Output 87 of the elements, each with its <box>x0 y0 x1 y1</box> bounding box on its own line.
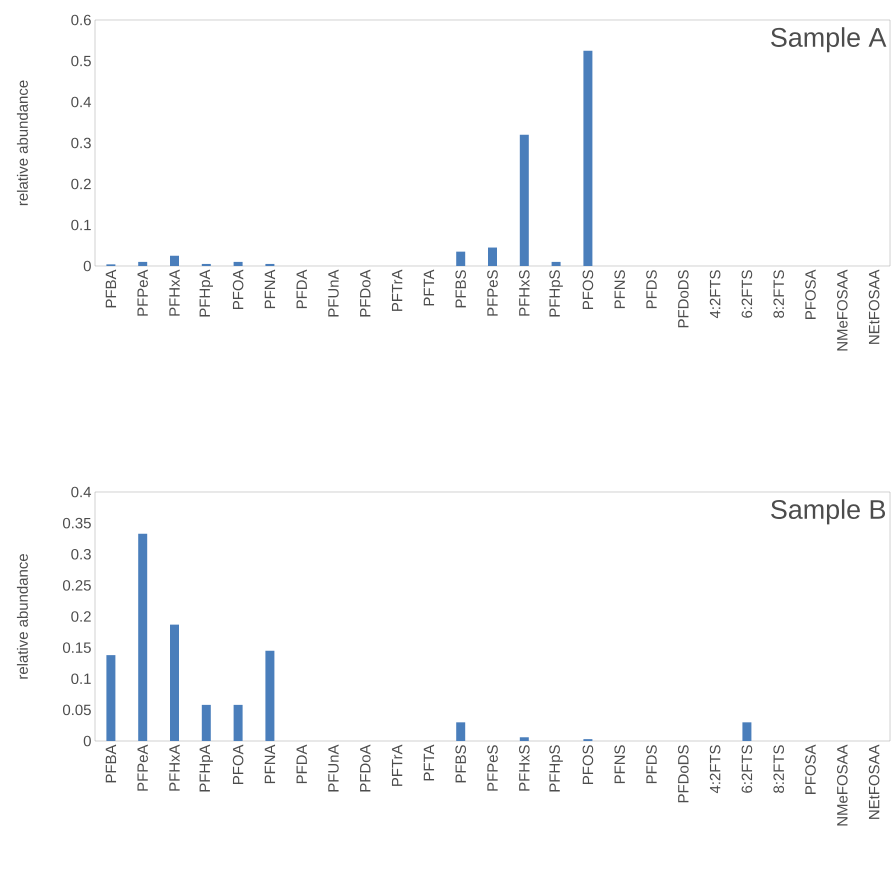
x-tick-label: PFPeS <box>487 270 498 316</box>
y-axis-title: relative abundance <box>16 80 28 206</box>
x-tick-label: PFDA <box>296 270 307 308</box>
y-tick-label: 0.1 <box>71 220 91 230</box>
x-tick-label: NMeFOSAA <box>837 744 848 826</box>
bar <box>456 722 466 741</box>
y-tick-label: 0 <box>84 260 91 272</box>
x-tick-label: PFOS <box>582 745 594 784</box>
bar <box>234 262 243 266</box>
x-tick-label: PFDS <box>646 745 657 784</box>
x-tick-label: PFHpS <box>549 745 563 792</box>
x-tick-label: PFOSA <box>805 744 816 794</box>
bar <box>265 650 274 741</box>
x-tick-label: 4:2FTS <box>710 270 720 318</box>
y-tick-label: 0.5 <box>71 56 91 66</box>
x-tick-label: PFHxA <box>169 744 180 791</box>
x-tick-label: PFPeS <box>487 745 498 791</box>
y-tick-label: 0.15 <box>62 642 91 653</box>
bar <box>202 704 211 741</box>
y-tick-label: 0.2 <box>71 178 91 190</box>
y-tick-label: 0.6 <box>71 14 91 26</box>
bar <box>138 262 148 266</box>
annotation: Sample A <box>771 27 886 52</box>
bar <box>742 722 752 741</box>
x-tick-label: PFHxS <box>519 270 530 316</box>
x-tick-label: NEtFOSAA <box>868 744 880 819</box>
y-tick-label: 0.35 <box>62 518 91 528</box>
x-tick-label: PFDS <box>646 270 657 308</box>
y-tick-label: 0.3 <box>71 548 91 560</box>
y-tick-label: 0.4 <box>71 486 92 498</box>
x-tick-label: PFBA <box>106 744 116 782</box>
x-tick-label: PFOA <box>232 744 244 784</box>
bar <box>520 134 529 266</box>
x-tick-label: PFDA <box>296 744 307 784</box>
bar <box>106 655 116 741</box>
x-tick-label: PFTA <box>424 270 434 306</box>
x-tick-label: PFPeA <box>137 744 148 791</box>
x-tick-label: PFDoDS <box>678 270 689 328</box>
x-tick-label: PFHxS <box>519 745 530 791</box>
bar <box>234 704 243 741</box>
y-tick-label: 0 <box>84 736 91 746</box>
x-tick-label: PFHpA <box>200 744 213 792</box>
x-tick-label: PFTrA <box>392 270 402 311</box>
y-tick-label: 0.1 <box>71 673 91 684</box>
x-tick-label: PFOA <box>232 270 244 309</box>
x-tick-label: PFHpS <box>549 270 563 316</box>
y-tick-label: 0.25 <box>62 580 91 591</box>
x-tick-label: PFUnA <box>328 270 339 316</box>
x-tick-label: 8:2FTS <box>773 745 784 793</box>
bar <box>138 534 148 741</box>
x-tick-label: PFDoA <box>360 744 371 792</box>
y-axis-title: relative abundance <box>16 554 28 679</box>
x-tick-label: PFNS <box>614 270 625 308</box>
x-tick-label: PFHpA <box>200 270 213 316</box>
x-tick-label: PFBA <box>106 270 116 308</box>
x-tick-label: 8:2FTS <box>773 270 784 318</box>
x-tick-label: PFBS <box>455 745 466 782</box>
x-tick-label: NMeFOSAA <box>837 270 848 350</box>
x-tick-label: PFNS <box>614 745 625 784</box>
y-tick-label: 0.4 <box>71 96 92 108</box>
x-tick-label: PFDoDS <box>678 745 689 802</box>
y-tick-label: 0.3 <box>71 138 91 148</box>
y-tick-label: 0.2 <box>71 611 91 622</box>
bar <box>552 262 561 266</box>
bar <box>520 737 529 741</box>
x-tick-label: 4:2FTS <box>710 745 720 794</box>
bar <box>583 50 592 266</box>
x-tick-label: PFTA <box>424 744 434 780</box>
x-tick-label: 6:2FTS <box>742 745 752 793</box>
x-tick-label: PFBS <box>455 270 466 308</box>
x-tick-label: NEtFOSAA <box>868 270 880 344</box>
x-tick-label: PFHxA <box>169 270 180 316</box>
x-tick-label: PFDoA <box>360 270 371 316</box>
x-tick-label: PFOSA <box>805 270 816 319</box>
x-tick-label: PFNA <box>264 270 276 308</box>
annotation: Sample B <box>771 499 886 524</box>
x-tick-label: PFOS <box>582 270 594 309</box>
x-tick-label: PFNA <box>264 744 276 784</box>
bar <box>456 252 466 266</box>
x-tick-label: PFTrA <box>392 744 402 786</box>
x-tick-label: 6:2FTS <box>742 270 752 318</box>
bar <box>170 624 179 741</box>
y-tick-label: 0.05 <box>62 704 91 716</box>
x-tick-label: PFUnA <box>328 744 339 792</box>
x-tick-label: PFPeA <box>137 270 148 316</box>
bar <box>170 256 179 266</box>
bar <box>488 248 498 266</box>
